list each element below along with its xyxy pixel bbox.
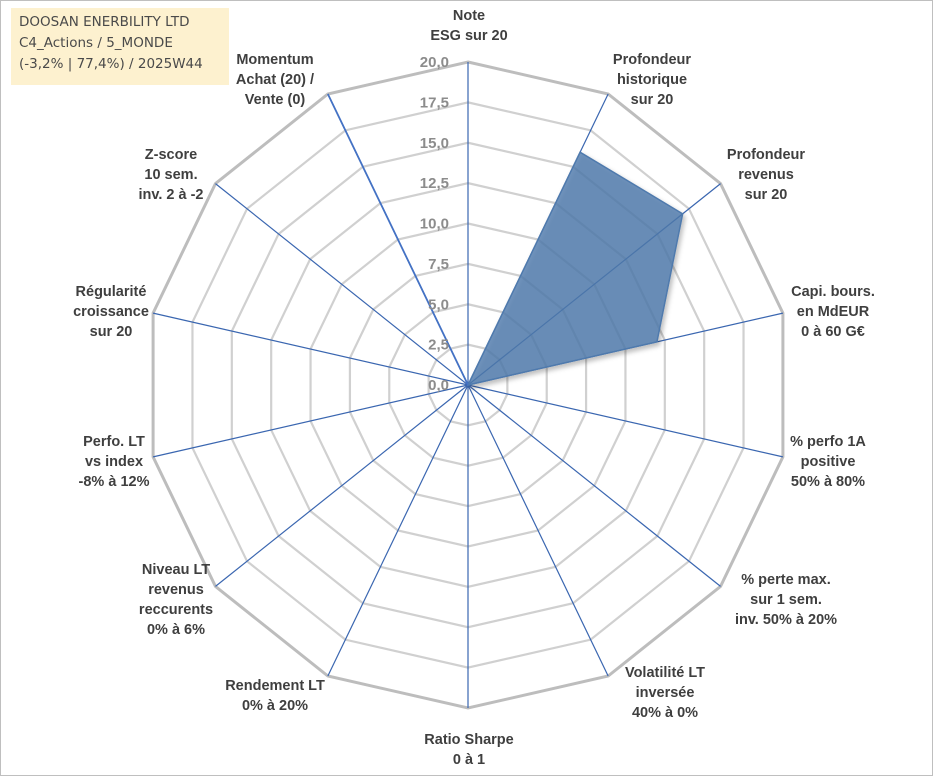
axis-spoke-7 bbox=[467, 384, 609, 677]
axis-label-9: Rendement LT 0% à 20% bbox=[225, 678, 325, 714]
axis-label-14: Momentum Achat (20) / Vente (0) bbox=[236, 52, 314, 108]
series-layer bbox=[327, 93, 684, 387]
axis-label-11: Perfo. LT vs index -8% à 12% bbox=[79, 434, 150, 490]
tick-label: 2,5 bbox=[428, 337, 449, 354]
title-performance: (-3,2% | 77,4%) / 2025W44 bbox=[19, 56, 203, 72]
axis-spoke-5 bbox=[467, 384, 784, 458]
tick-label: 10,0 bbox=[420, 216, 449, 233]
axis-labels: Note ESG sur 20 Profondeur historique sur 20… bbox=[73, 8, 875, 768]
title-category: C4_Actions / 5_MONDE bbox=[19, 35, 173, 51]
axis-label-4: Capi. bours. en MdEUR 0 à 60 G€ bbox=[791, 284, 875, 340]
axis-spoke-13 bbox=[215, 183, 469, 386]
axis-label-10: Niveau LT revenus reccurents 0% à 6% bbox=[139, 562, 213, 638]
tick-label: 7,5 bbox=[428, 256, 449, 273]
axis-label-1: Note ESG sur 20 bbox=[430, 8, 507, 44]
axis-label-6: % perte max. sur 1 sem. inv. 50% à 20% bbox=[735, 572, 837, 628]
tick-label: 5,0 bbox=[428, 296, 449, 313]
tick-label: 17,5 bbox=[420, 94, 449, 111]
tick-labels: 0,0 2,5 5,0 7,5 10,0 12,5 15,0 17,5 20,0 bbox=[420, 54, 449, 394]
title-company: DOOSAN ENERBILITY LTD bbox=[19, 14, 190, 30]
tick-label: 20,0 bbox=[420, 54, 449, 71]
title-box: DOOSAN ENERBILITY LTD C4_Actions / 5_MON… bbox=[11, 8, 229, 85]
tick-label: 12,5 bbox=[420, 175, 449, 192]
axis-spoke-12 bbox=[152, 312, 469, 386]
axis-label-3: Profondeur revenus sur 20 bbox=[727, 147, 805, 203]
series-area-2 bbox=[327, 93, 469, 386]
axis-spoke-10 bbox=[215, 384, 469, 587]
axis-spoke-9 bbox=[327, 384, 469, 677]
axis-spoke-11 bbox=[152, 384, 469, 458]
axis-label-8: Ratio Sharpe 0 à 1 bbox=[424, 732, 513, 768]
axis-label-5: % perfo 1A positive 50% à 80% bbox=[790, 434, 866, 490]
axis-label-2: Profondeur historique sur 20 bbox=[613, 52, 691, 108]
series-area-1 bbox=[466, 151, 684, 387]
axis-label-13: Z-score 10 sem. inv. 2 à -2 bbox=[138, 147, 203, 203]
axis-label-12: Régularité croissance sur 20 bbox=[73, 284, 149, 340]
axis-spoke-6 bbox=[467, 384, 721, 587]
tick-label: 15,0 bbox=[420, 135, 449, 152]
tick-label: 0,0 bbox=[428, 377, 449, 394]
axis-label-7: Volatilité LT inversée 40% à 0% bbox=[625, 665, 705, 721]
